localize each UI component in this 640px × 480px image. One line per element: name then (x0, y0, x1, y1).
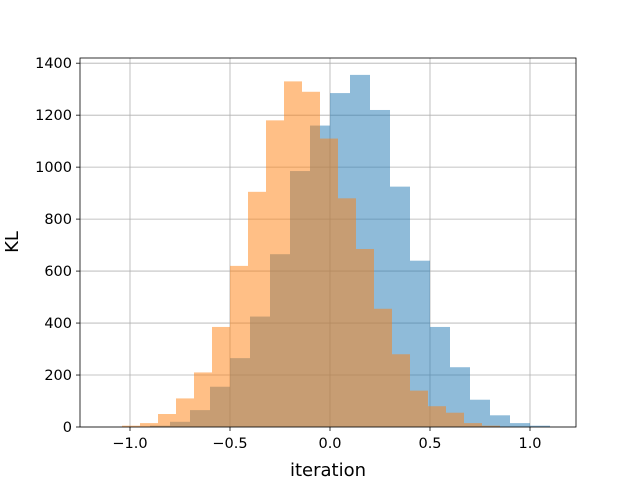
histogram-bar (490, 415, 510, 427)
histogram-bar (464, 423, 482, 427)
histogram-bar (266, 120, 284, 427)
histogram-bar (284, 81, 302, 427)
histogram-bar (158, 414, 176, 427)
y-tick-label: 0 (63, 420, 72, 436)
plot-frame (79, 57, 577, 428)
histogram-bar (320, 138, 338, 427)
histogram-bar (194, 372, 212, 427)
histogram-bar (392, 354, 410, 427)
histogram-bar (140, 423, 158, 427)
y-tick-label: 600 (44, 264, 72, 280)
x-tick-label: 0.0 (318, 436, 341, 452)
x-axis-label: iteration (290, 460, 366, 480)
histogram-bar (374, 308, 392, 427)
axis-ticks: −1.0 −0.5 0.0 0.5 1.0 0 200 400 600 800 1000 1200 14… (35, 56, 541, 452)
histogram-bar (530, 425, 550, 427)
y-tick-label: 400 (44, 316, 72, 332)
y-tick-label: 200 (44, 368, 72, 384)
histogram-bar (302, 91, 320, 428)
histogram-bar (410, 390, 428, 427)
y-axis-label: KL (2, 231, 23, 253)
histogram-bar (356, 248, 374, 427)
y-tick-label: 800 (44, 212, 72, 228)
histogram-bar (446, 412, 464, 427)
histogram-bars (122, 74, 550, 428)
histogram-bar (338, 198, 356, 427)
y-tick-label: 1200 (35, 108, 72, 124)
x-tick-label: 0.5 (418, 436, 441, 452)
histogram-bar (430, 326, 450, 427)
histogram-bar (212, 326, 230, 427)
y-tick-label: 1000 (35, 160, 72, 176)
histogram-bar (510, 423, 530, 427)
histogram-bar (470, 399, 490, 427)
histogram-bar (450, 367, 470, 427)
histogram-bar (428, 406, 446, 427)
histogram-bar (230, 265, 248, 427)
histogram-bar (122, 425, 140, 427)
series-1 (122, 81, 500, 428)
x-tick-label: −1.0 (112, 436, 147, 452)
y-tick-label: 1400 (35, 56, 72, 72)
histogram-bar (410, 260, 430, 427)
x-tick-label: 1.0 (518, 436, 541, 452)
histogram-bar (176, 398, 194, 427)
x-tick-label: −0.5 (212, 436, 247, 452)
histogram-bar (248, 191, 266, 427)
histogram-bar (482, 425, 500, 427)
